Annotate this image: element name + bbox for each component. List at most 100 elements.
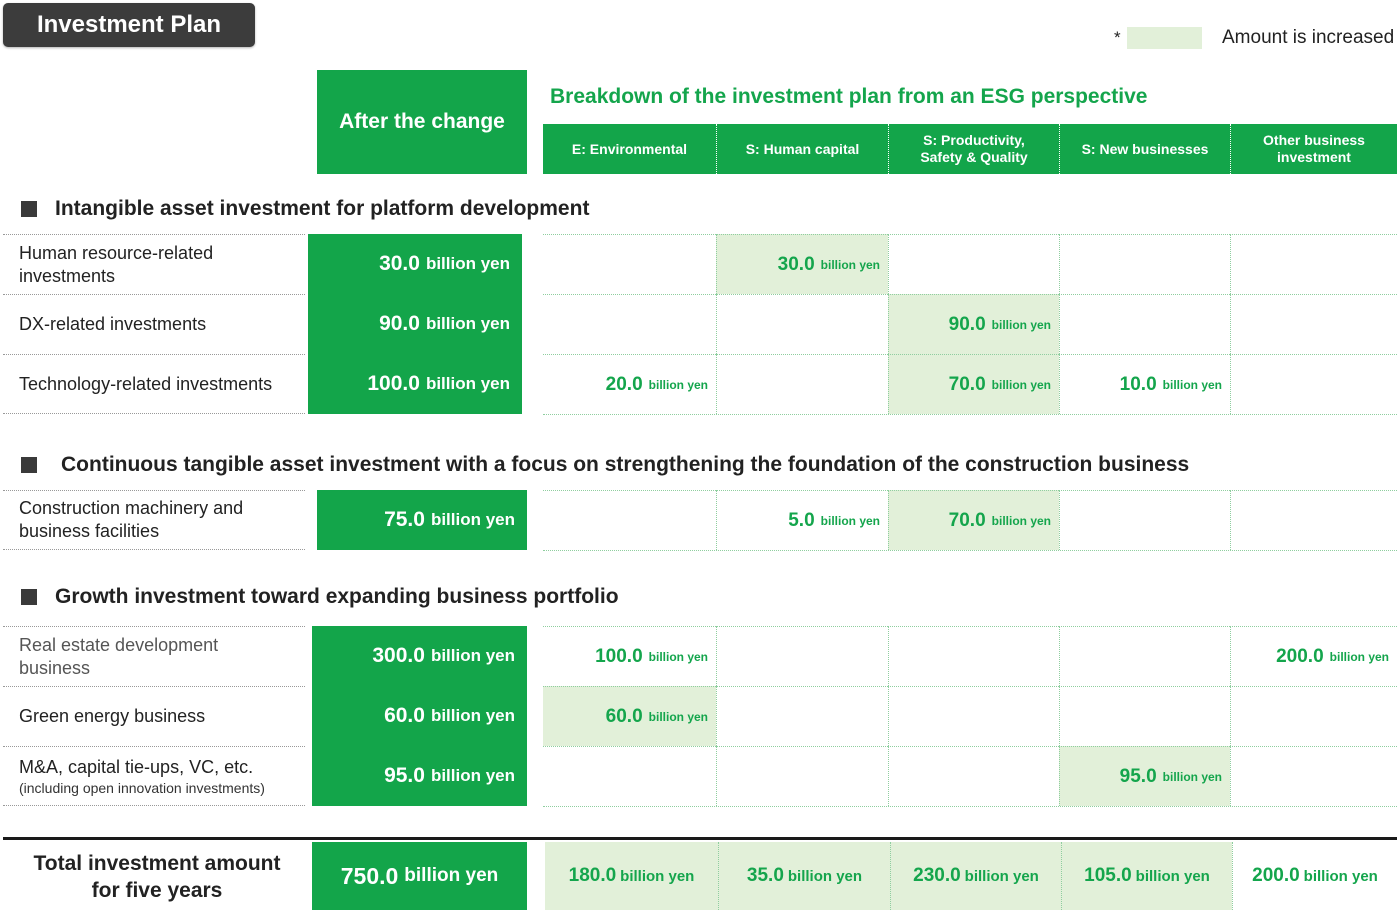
breakdown-cell: 70.0 billion yen (888, 490, 1059, 550)
breakdown-cell: 70.0 billion yen (888, 354, 1059, 414)
row-label-text: M&A, capital tie-ups, VC, etc. (19, 756, 254, 777)
row-label: Technology-related investments (3, 354, 305, 414)
amount-value: 35.0 (746, 865, 784, 886)
breakdown-cell (1059, 686, 1230, 746)
row-total-amount: 95.0 billion yen (312, 746, 527, 806)
breakdown-cell (1230, 490, 1397, 550)
section-heading-text: Growth investment toward expanding busin… (55, 585, 619, 608)
section-heading-text: Continuous tangible asset investment wit… (61, 453, 1190, 476)
total-breakdown-cell: 35.0 billion yen (718, 842, 890, 910)
amount-unit: billion yen (991, 377, 1051, 392)
amount-value: 10.0 (1119, 373, 1157, 395)
column-header-4: S: New businesses (1059, 124, 1230, 174)
amount-unit: billion yen (1162, 377, 1222, 392)
amount-value: 90.0 (379, 312, 420, 335)
breakdown-cell (888, 686, 1059, 746)
breakdown-cell: 200.0 billion yen (1230, 626, 1397, 686)
row-total-amount: 75.0 billion yen (317, 490, 527, 550)
bullet-square-icon (21, 589, 37, 605)
amount-value: 200.0 (1276, 645, 1324, 667)
amount-value: 105.0 (1084, 865, 1132, 886)
breakdown-cell: 30.0 billion yen (716, 234, 888, 294)
row-total-amount: 100.0 billion yen (308, 354, 522, 414)
breakdown-cell: 20.0 billion yen (543, 354, 716, 414)
legend-asterisk: * (1114, 28, 1121, 47)
amount-value: 100.0 (367, 372, 420, 395)
breakdown-cell (1230, 234, 1397, 294)
breakdown-cell (716, 686, 888, 746)
breakdown-title: Breakdown of the investment plan from an… (550, 85, 1148, 108)
legend-highlight-swatch (1127, 27, 1202, 49)
amount-value: 230.0 (913, 865, 961, 886)
amount-value: 100.0 (595, 645, 643, 667)
row-label: Human resource-related investments (3, 234, 305, 294)
amount-value: 70.0 (948, 373, 986, 395)
breakdown-cell (1059, 234, 1230, 294)
row-label-text: DX-related investments (19, 314, 207, 334)
amount-unit: billion yen (430, 706, 515, 725)
row-total-amount: 60.0 billion yen (312, 686, 527, 746)
amount-value: 20.0 (605, 373, 643, 395)
breakdown-cell (543, 746, 716, 806)
breakdown-cell (716, 746, 888, 806)
amount-unit: billion yen (425, 374, 510, 393)
amount-value: 300.0 (372, 644, 425, 667)
bullet-square-icon (21, 457, 37, 473)
breakdown-cell (1230, 746, 1397, 806)
section-heading: Continuous tangible asset investment wit… (21, 452, 1189, 478)
amount-value: 750.0 (340, 862, 399, 889)
breakdown-cell (1230, 294, 1397, 354)
total-label-text: Total investment amount for five years (33, 852, 281, 902)
amount-unit: billion yen (404, 865, 499, 886)
amount-value: 5.0 (788, 509, 815, 531)
amount-value: 30.0 (379, 252, 420, 275)
amount-unit: billion yen (425, 314, 510, 333)
breakdown-cell (716, 626, 888, 686)
breakdown-cell: 95.0 billion yen (1059, 746, 1230, 806)
column-header-1: E: Environmental (543, 124, 716, 174)
breakdown-cell: 100.0 billion yen (543, 626, 716, 686)
amount-unit: billion yen (430, 510, 515, 529)
breakdown-cell (1059, 626, 1230, 686)
amount-value: 200.0 (1252, 865, 1300, 886)
total-divider (3, 837, 1397, 840)
amount-unit: billion yen (991, 513, 1051, 528)
breakdown-cell (543, 294, 716, 354)
breakdown-cell (888, 626, 1059, 686)
column-header-2: S: Human capital (716, 124, 888, 174)
row-total-amount: 90.0 billion yen (308, 294, 522, 354)
row-total-amount: 300.0 billion yen (312, 626, 527, 686)
amount-unit: billion yen (648, 649, 708, 664)
amount-unit: billion yen (430, 646, 515, 665)
amount-unit: billion yen (1135, 867, 1210, 885)
total-breakdown-cell: 105.0 billion yen (1061, 842, 1232, 910)
row-label-text: Human resource-related investments (19, 242, 214, 286)
breakdown-cell (1230, 354, 1397, 414)
amount-value: 180.0 (568, 865, 617, 886)
breakdown-cell: 90.0 billion yen (888, 294, 1059, 354)
row-label-text: Technology-related investments (19, 373, 273, 394)
row-total-amount: 30.0 billion yen (308, 234, 522, 294)
amount-unit: billion yen (991, 317, 1051, 332)
amount-unit: billion yen (820, 257, 880, 272)
bullet-square-icon (21, 201, 37, 217)
row-label-text: Construction machinery and business facil… (19, 498, 244, 541)
amount-value: 60.0 (384, 704, 425, 727)
breakdown-cell (716, 354, 888, 414)
column-header-3: S: Productivity, Safety & Quality (888, 124, 1059, 174)
breakdown-cell: 60.0 billion yen (543, 686, 716, 746)
amount-unit: billion yen (648, 709, 708, 724)
grid-bottom-line (543, 550, 1397, 551)
amount-unit: billion yen (820, 513, 880, 528)
row-label-text: Green energy business (19, 706, 206, 726)
legend-text: Amount is increased (1222, 27, 1395, 48)
total-label: Total investment amount for five years (3, 843, 311, 911)
breakdown-cell (1059, 490, 1230, 550)
row-label-text: Real estate development business (19, 634, 219, 678)
section-heading: Growth investment toward expanding busin… (21, 584, 619, 610)
breakdown-cell (888, 234, 1059, 294)
amount-value: 95.0 (1119, 765, 1157, 787)
breakdown-cell (1230, 686, 1397, 746)
breakdown-cell: 10.0 billion yen (1059, 354, 1230, 414)
amount-value: 95.0 (384, 764, 425, 787)
